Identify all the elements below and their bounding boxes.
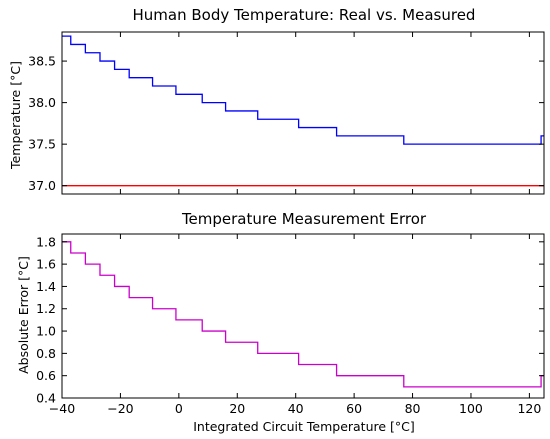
bottom-x-tick-label: 120: [517, 401, 541, 416]
top-y-axis-label: Temperature [°C]: [8, 61, 23, 170]
bottom-y-tick-label: 1.2: [36, 301, 56, 316]
bottom-y-tick-label: 0.4: [36, 391, 56, 406]
x-axis-label: Integrated Circuit Temperature [°C]: [193, 419, 415, 434]
bottom-x-tick-label: 0: [175, 401, 183, 416]
top-y-tick-label: 37.0: [28, 178, 56, 193]
top-series-line-0: [62, 35, 544, 145]
bottom-y-tick-label: 1.4: [36, 279, 56, 294]
bottom-y-tick-label: 1.6: [36, 257, 56, 272]
top-y-tick-label: 37.5: [28, 137, 56, 152]
bottom-x-tick-label: 100: [459, 401, 483, 416]
bottom-x-tick-label: −20: [107, 401, 133, 416]
bottom-y-tick-label: 0.6: [36, 368, 56, 383]
bottom-x-tick-label: −40: [49, 401, 75, 416]
bottom-series-line-0: [62, 241, 544, 388]
bottom-y-tick-label: 0.8: [36, 346, 56, 361]
bottom-x-tick-label: 80: [405, 401, 421, 416]
bottom-panel: Temperature Measurement Error Absolute E…: [16, 210, 545, 434]
bottom-x-tick-label: 20: [229, 401, 245, 416]
bottom-y-tick-label: 1.0: [36, 324, 56, 339]
top-axes-frame: [61, 31, 545, 195]
bottom-y-tick-label: 1.8: [36, 234, 56, 249]
bottom-axes-frame: [61, 233, 545, 399]
top-chart-title: Human Body Temperature: Real vs. Measure…: [133, 6, 476, 24]
top-y-tick-label: 38.5: [28, 54, 56, 69]
bottom-chart-title: Temperature Measurement Error: [181, 210, 427, 228]
bottom-x-tick-label: 40: [288, 401, 304, 416]
bottom-x-tick-label: 60: [346, 401, 362, 416]
top-y-tick-label: 38.0: [28, 95, 56, 110]
top-panel: Human Body Temperature: Real vs. Measure…: [8, 6, 545, 195]
bottom-y-axis-label: Absolute Error [°C]: [16, 256, 31, 374]
